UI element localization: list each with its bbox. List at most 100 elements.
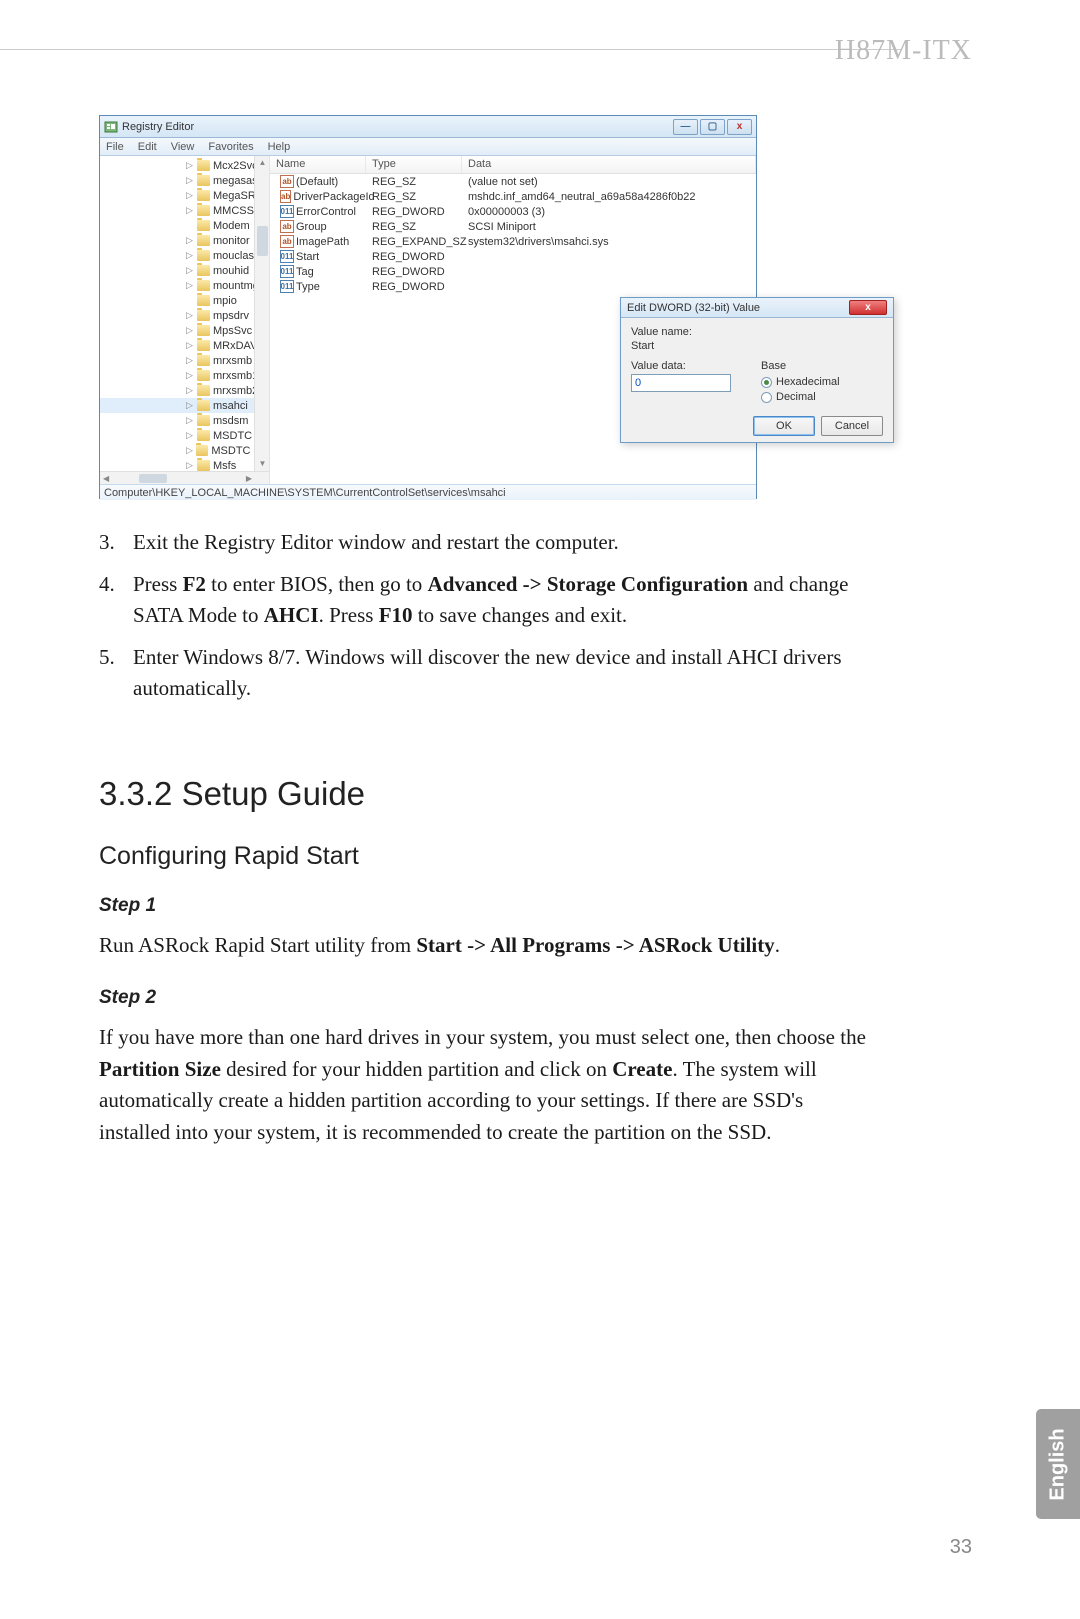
tree-item[interactable]: ▷MSDTC (100, 428, 267, 443)
close-button[interactable]: x (727, 119, 752, 135)
menu-help[interactable]: Help (268, 141, 291, 153)
value-data-input[interactable] (631, 374, 731, 392)
expand-icon[interactable]: ▷ (186, 445, 194, 456)
expand-icon[interactable]: ▷ (186, 370, 195, 381)
expand-icon[interactable]: ▷ (186, 280, 195, 291)
ok-button[interactable]: OK (753, 416, 815, 436)
expand-icon[interactable]: ▷ (186, 235, 195, 246)
value-type: REG_SZ (366, 191, 462, 203)
expand-icon[interactable]: ▷ (186, 460, 195, 471)
tree-item[interactable]: Modem (100, 218, 267, 233)
list-row[interactable]: ab(Default)REG_SZ(value not set) (270, 174, 756, 189)
tree-item[interactable]: ▷ mouhid (100, 263, 267, 278)
list-row[interactable]: 011ErrorControlREG_DWORD0x00000003 (3) (270, 204, 756, 219)
tree-item[interactable]: ▷ monitor (100, 233, 267, 248)
tree-label: mpio (213, 295, 237, 307)
tree-item[interactable]: ▷megasas (100, 173, 267, 188)
tree-label: monitor (213, 235, 250, 247)
dword-value-icon: 011 (280, 205, 294, 218)
expand-icon[interactable]: ▷ (186, 385, 195, 396)
radio-dec[interactable] (761, 392, 772, 403)
minimize-button[interactable]: — (673, 119, 698, 135)
value-data: mshdc.inf_amd64_neutral_a69a58a4286f0b22 (462, 191, 756, 203)
tree-item[interactable]: mpio (100, 293, 267, 308)
menu-view[interactable]: View (171, 141, 195, 153)
col-header-data[interactable]: Data (462, 156, 756, 173)
expand-icon[interactable]: ▷ (186, 250, 195, 261)
document-body: 3.Exit the Registry Editor window and re… (99, 527, 874, 1170)
list-row[interactable]: 011TagREG_DWORD (270, 264, 756, 279)
dialog-title: Edit DWORD (32-bit) Value (627, 302, 760, 314)
tree-item[interactable]: ▷MMCSS (100, 203, 267, 218)
tree-item[interactable]: ▷mpsdrv (100, 308, 267, 323)
folder-icon (197, 310, 210, 321)
tree-item[interactable]: ▷ mouclass (100, 248, 267, 263)
dword-value-icon: 011 (280, 250, 294, 263)
folder-icon (197, 295, 210, 306)
dialog-close-button[interactable]: x (849, 300, 887, 315)
expand-icon[interactable]: ▷ (186, 160, 195, 171)
list-row[interactable]: 011StartREG_DWORD (270, 249, 756, 264)
folder-icon (197, 220, 210, 231)
subsection-heading: Configuring Rapid Start (99, 838, 874, 876)
list-row[interactable]: abGroupREG_SZSCSI Miniport (270, 219, 756, 234)
menu-edit[interactable]: Edit (138, 141, 157, 153)
maximize-button[interactable]: ▢ (700, 119, 725, 135)
radio-hex[interactable] (761, 377, 772, 388)
expand-icon[interactable]: ▷ (186, 400, 195, 411)
expand-icon[interactable]: ▷ (186, 325, 195, 336)
expand-icon[interactable]: ▷ (186, 205, 195, 216)
tree-vscrollbar[interactable]: ▲ ▼ (254, 156, 269, 484)
tree-item[interactable]: ▷mrxsmb20 (100, 383, 267, 398)
value-name: Group (296, 221, 327, 233)
tree-item[interactable]: ▷mountmgr (100, 278, 267, 293)
list-row[interactable]: 011TypeREG_DWORD (270, 279, 756, 294)
tree-item[interactable]: ▷msahci (100, 398, 267, 413)
col-header-name[interactable]: Name (270, 156, 366, 173)
tree-item[interactable]: ▷mrxsmb10 (100, 368, 267, 383)
titlebar: Registry Editor — ▢ x (100, 116, 756, 138)
list-row[interactable]: abDriverPackageIdREG_SZmshdc.inf_amd64_n… (270, 189, 756, 204)
expand-icon[interactable]: ▷ (186, 310, 195, 321)
tree-item[interactable]: ▷Mcx2Svc (100, 158, 267, 173)
tree-item[interactable]: ▷mrxsmb (100, 353, 267, 368)
tree-label: mouhid (213, 265, 249, 277)
folder-icon (197, 400, 210, 411)
menubar: File Edit View Favorites Help (100, 138, 756, 156)
expand-icon[interactable]: ▷ (186, 265, 195, 276)
expand-icon[interactable]: ▷ (186, 355, 195, 366)
string-value-icon: ab (280, 235, 294, 248)
menu-file[interactable]: File (106, 141, 124, 153)
expand-icon[interactable]: ▷ (186, 175, 195, 186)
folder-icon (197, 235, 210, 246)
item-number: 4. (99, 569, 133, 632)
expand-icon[interactable]: ▷ (186, 190, 195, 201)
menu-favorites[interactable]: Favorites (208, 141, 253, 153)
scroll-thumb[interactable] (257, 226, 268, 256)
list-row[interactable]: abImagePathREG_EXPAND_SZsystem32\drivers… (270, 234, 756, 249)
expand-icon[interactable]: ▷ (186, 430, 195, 441)
folder-icon (197, 355, 210, 366)
instruction-item: 5.Enter Windows 8/7. Windows will discov… (99, 642, 874, 705)
tree-label: MegaSR (213, 190, 256, 202)
tree-item[interactable]: ▷MRxDAV (100, 338, 267, 353)
value-name: ImagePath (296, 236, 349, 248)
tree-item[interactable]: ▷MSDTC Bri (100, 443, 267, 458)
tree-item[interactable]: ▷ MegaSR (100, 188, 267, 203)
value-data: system32\drivers\msahci.sys (462, 236, 756, 248)
cancel-button[interactable]: Cancel (821, 416, 883, 436)
folder-icon (197, 250, 210, 261)
header-divider (0, 49, 902, 50)
tree-label: mouclass (213, 250, 259, 262)
folder-icon (197, 205, 210, 216)
folder-icon (197, 175, 210, 186)
tree-item[interactable]: ▷MpsSvc (100, 323, 267, 338)
step1-label: Step 1 (99, 892, 874, 921)
expand-icon[interactable]: ▷ (186, 340, 195, 351)
col-header-type[interactable]: Type (366, 156, 462, 173)
expand-icon[interactable]: ▷ (186, 415, 195, 426)
window-title: Registry Editor (122, 121, 673, 133)
tree-hscrollbar[interactable]: ◀ ▶ (100, 471, 270, 484)
item-number: 3. (99, 527, 133, 559)
tree-item[interactable]: ▷msdsm (100, 413, 267, 428)
